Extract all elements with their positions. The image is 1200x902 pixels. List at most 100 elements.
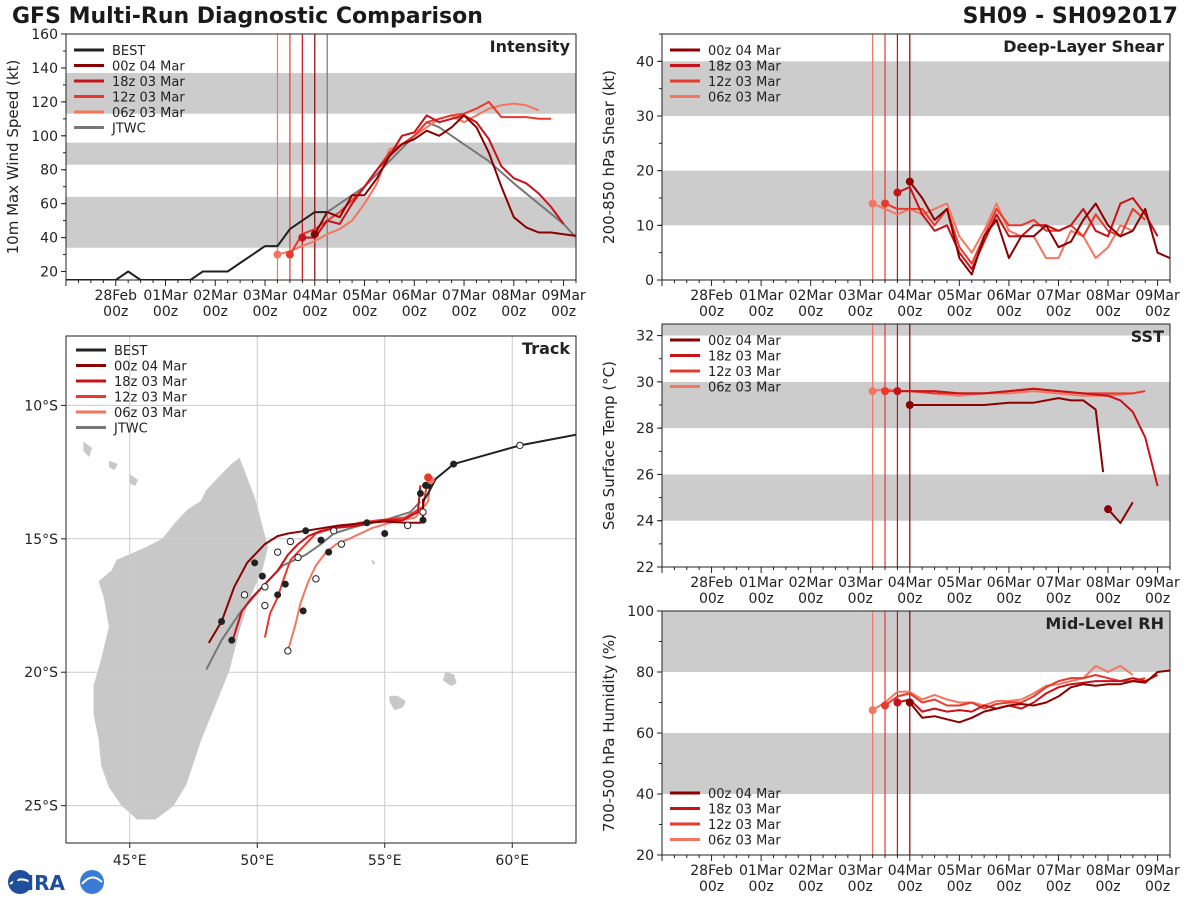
x-tick-label: 08Mar: [1086, 575, 1130, 591]
x-tick-label: 00z: [897, 591, 922, 607]
intensity-panel: 2040608010012014016028Feb00z01Mar00z02Ma…: [4, 27, 586, 320]
logo-text: CIRA: [12, 871, 66, 895]
track-line-18z-03-mar: [230, 485, 422, 644]
series-line-18z-03-mar: [302, 114, 565, 239]
x-tick-label: 60°E: [495, 853, 529, 869]
init-marker-18z-03-mar: [893, 188, 902, 197]
x-tick-label: 00z: [402, 304, 427, 320]
series-group: [868, 387, 1159, 524]
init-marker-12z-03-mar: [881, 387, 890, 396]
x-tick-label: 00z: [947, 591, 972, 607]
x-tick-label: 07Mar: [1036, 575, 1080, 591]
y-tick-label: 28: [636, 421, 654, 437]
x-tick-label: 28Feb: [690, 288, 733, 304]
y-tick-label: 40: [40, 231, 58, 247]
x-tick-label: 01Mar: [739, 288, 783, 304]
y-tick-label: 100: [627, 604, 654, 620]
x-tick-label: 09Mar: [1135, 863, 1179, 879]
x-tick-label: 00z: [1145, 591, 1170, 607]
series-line-12z-03-mar: [884, 202, 1146, 265]
x-tick-label: 00z: [451, 304, 476, 320]
legend-label: 12z 03 Mar: [114, 391, 187, 406]
x-tick-label: 00z: [848, 591, 873, 607]
x-tick-label: 01Mar: [739, 863, 783, 879]
x-tick-label: 28Feb: [690, 863, 733, 879]
series-line-18z-03-mar: [897, 387, 1159, 487]
init-marker-00z-04-mar: [905, 698, 914, 707]
track-position-marker-06z-03-mar: [419, 508, 427, 516]
track-position-marker-00z-04-mar: [218, 618, 226, 626]
panel-title: Mid-Level RH: [1045, 614, 1164, 633]
threshold-band: [662, 611, 1170, 672]
x-tick-label: 00z: [848, 304, 873, 320]
init-marker: [424, 473, 433, 482]
storm-id-title: SH09 - SH092017: [962, 4, 1178, 29]
x-tick-label: 00z: [699, 879, 724, 895]
x-tick-label: 00z: [848, 879, 873, 895]
rh-panel: 2040608010028Feb00z01Mar00z02Mar00z03Mar…: [600, 604, 1180, 895]
land-comoros-1: [83, 441, 93, 458]
init-marker-12z-03-mar: [285, 250, 294, 259]
track-position-marker-best: [450, 460, 458, 468]
series-group: [868, 664, 1170, 724]
y-tick-label: 30: [636, 109, 654, 125]
land-mayotte: [129, 473, 139, 487]
track-position-marker-06z-03-mar: [312, 575, 320, 583]
x-tick-label: 03Mar: [243, 288, 287, 304]
track-position-marker-18z-03-mar: [228, 636, 236, 644]
x-tick-label: 00z: [1046, 591, 1071, 607]
x-tick-label: 00z: [203, 304, 228, 320]
x-tick-label: 02Mar: [789, 575, 833, 591]
track-position-marker-12z-03-mar: [286, 537, 295, 546]
x-tick-label: 01Mar: [143, 288, 187, 304]
x-tick-label: 00z: [798, 304, 823, 320]
init-marker-00z-04-mar: [1104, 505, 1113, 514]
track-position-marker-jtwc: [261, 583, 269, 591]
legend-label: 12z 03 Mar: [708, 365, 781, 380]
x-tick-label: 00z: [897, 879, 922, 895]
legend-label: 18z 03 Mar: [112, 75, 185, 90]
x-tick-label: 04Mar: [293, 288, 337, 304]
chart-title: GFS Multi-Run Diagnostic Comparison: [12, 4, 483, 29]
y-tick-label: 25°S: [24, 799, 58, 815]
x-tick-label: 00z: [1145, 879, 1170, 895]
track-position-marker-00z-04-mar: [302, 527, 310, 535]
land-mauritius: [442, 671, 457, 687]
track-position-marker-12z-03-mar: [274, 591, 282, 599]
x-tick-label: 04Mar: [888, 575, 932, 591]
x-tick-label: 00z: [153, 304, 178, 320]
init-marker-00z-04-mar: [905, 401, 914, 409]
x-tick-label: 05Mar: [937, 288, 981, 304]
sst-panel: 22242628303228Feb00z01Mar00z02Mar00z03Ma…: [600, 323, 1180, 607]
track-position-marker-18z-03-mar: [317, 536, 325, 544]
track-position-marker-06z-03-mar: [325, 548, 333, 556]
legend-label: 06z 03 Mar: [708, 381, 781, 396]
y-tick-label: 15°S: [24, 532, 58, 548]
y-tick-label: 24: [636, 514, 654, 530]
series-line-12z-03-mar: [884, 674, 1146, 710]
y-tick-label: 60: [636, 726, 654, 742]
legend-label: 18z 03 Mar: [708, 803, 781, 818]
init-marker-06z-03-mar: [868, 387, 877, 396]
init-marker-18z-03-mar: [893, 698, 902, 707]
y-axis-label: 700-500 hPa Humidity (%): [600, 634, 618, 832]
init-marker-06z-03-mar: [868, 706, 877, 715]
init-marker-12z-03-mar: [881, 701, 890, 710]
x-tick-label: 00z: [1095, 304, 1120, 320]
y-tick-label: 140: [31, 61, 58, 77]
x-tick-label: 07Mar: [442, 288, 486, 304]
track-position-marker-best: [416, 489, 424, 497]
series-group: [868, 177, 1170, 276]
x-tick-label: 00z: [1046, 304, 1071, 320]
plot-frame: [65, 335, 577, 844]
threshold-band: [662, 474, 1170, 521]
track-position-marker-18z-03-mar: [381, 529, 389, 537]
init-marker-18z-03-mar: [298, 233, 307, 242]
track-position-marker-18z-03-mar: [258, 572, 266, 580]
legend-label: BEST: [114, 344, 147, 359]
y-tick-label: 80: [636, 665, 654, 681]
panel-title: Track: [522, 339, 570, 358]
series-line-18z-03-mar: [897, 186, 1159, 271]
x-tick-label: 09Mar: [1135, 288, 1179, 304]
